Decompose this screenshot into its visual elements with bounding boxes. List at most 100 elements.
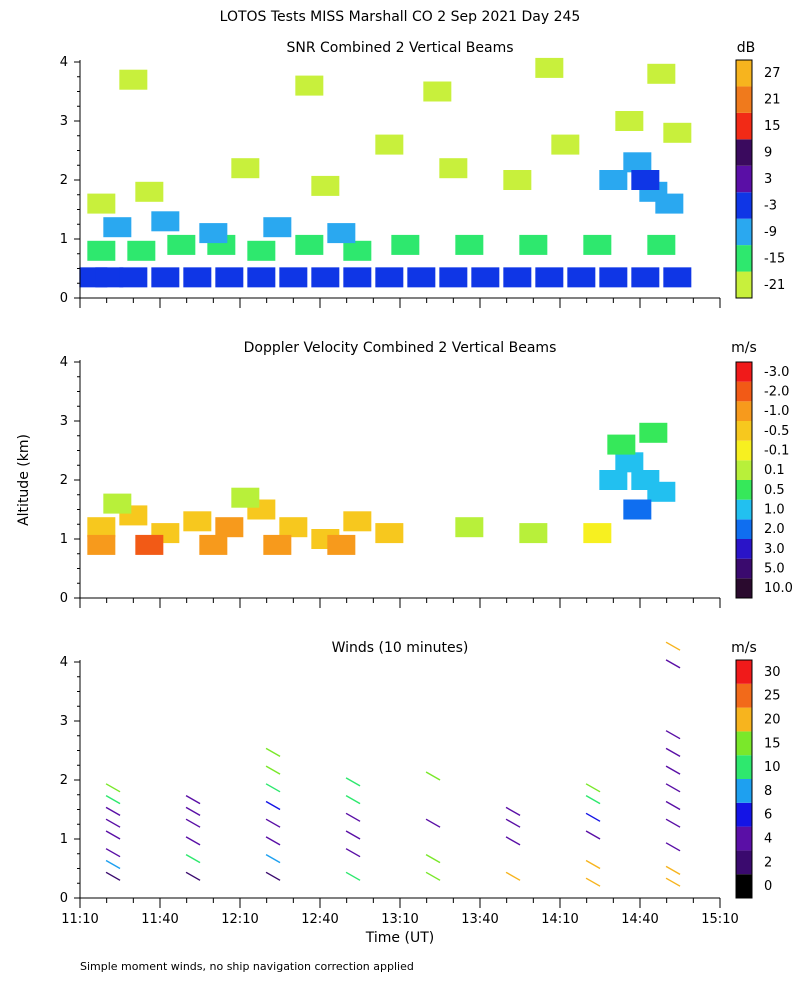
wind-barb bbox=[345, 794, 361, 805]
x-tick-label: 13:40 bbox=[461, 912, 498, 927]
data-cell bbox=[215, 267, 244, 288]
doppler-colorbar-unit: m/s bbox=[731, 340, 757, 356]
colorbar-label: 8 bbox=[764, 784, 772, 799]
y-tick-label: 2 bbox=[60, 773, 68, 788]
wind-barb bbox=[345, 812, 361, 822]
wind-barb bbox=[585, 830, 601, 840]
figure-title: LOTOS Tests MISS Marshall CO 2 Sep 2021 … bbox=[220, 9, 581, 25]
data-cell bbox=[647, 63, 676, 84]
colorbar-swatch bbox=[736, 707, 752, 732]
data-cell bbox=[455, 517, 484, 538]
data-cell bbox=[311, 267, 340, 288]
colorbar-swatch bbox=[736, 779, 752, 803]
x-tick-label: 11:40 bbox=[141, 912, 178, 927]
snr-axes: 0 1 2 3 4 bbox=[60, 55, 721, 308]
data-cell bbox=[599, 170, 628, 190]
wind-barb bbox=[665, 747, 681, 758]
x-tick-label: 12:40 bbox=[301, 912, 338, 927]
data-cell bbox=[551, 134, 580, 155]
footnote: Simple moment winds, no ship navigation … bbox=[80, 960, 414, 973]
snr-title: SNR Combined 2 Vertical Beams bbox=[286, 40, 513, 56]
data-cell bbox=[263, 534, 292, 555]
colorbar-label: 25 bbox=[764, 689, 781, 704]
colorbar-label: 1.0 bbox=[764, 503, 785, 518]
data-cell bbox=[583, 523, 612, 544]
colorbar-swatch bbox=[736, 381, 752, 402]
wind-barb bbox=[505, 836, 521, 846]
colorbar-swatch bbox=[736, 480, 752, 500]
colorbar-swatch bbox=[736, 558, 752, 579]
colorbar-swatch bbox=[736, 271, 752, 298]
wind-barb bbox=[665, 783, 681, 793]
data-cell bbox=[583, 234, 612, 255]
colorbar-label: 0.1 bbox=[764, 463, 785, 478]
data-cell bbox=[263, 217, 292, 238]
colorbar-swatch bbox=[736, 139, 752, 166]
data-cell bbox=[455, 234, 484, 255]
colorbar-swatch bbox=[736, 165, 752, 193]
wind-barb bbox=[105, 859, 121, 870]
time-axis-ticks: 11:10 11:40 12:10 12:40 13:10 13:40 14:10 14:40… bbox=[61, 912, 738, 927]
wind-barb bbox=[105, 818, 121, 828]
data-cell bbox=[343, 511, 372, 532]
colorbar-swatch bbox=[736, 112, 752, 140]
data-cell bbox=[231, 487, 260, 508]
wind-barb bbox=[585, 783, 601, 793]
data-cell bbox=[647, 481, 676, 502]
data-cell bbox=[599, 267, 628, 288]
data-cell bbox=[599, 470, 628, 490]
colorbar-swatch bbox=[736, 421, 752, 441]
colorbar-swatch bbox=[736, 499, 752, 520]
wind-barb bbox=[265, 871, 281, 881]
data-cell bbox=[655, 193, 684, 214]
wind-barb bbox=[105, 783, 121, 793]
x-tick-label: 13:10 bbox=[381, 912, 418, 927]
x-axis-label: Time (UT) bbox=[365, 930, 434, 946]
wind-barb bbox=[345, 871, 361, 881]
wind-barb bbox=[665, 842, 681, 852]
data-cell bbox=[503, 267, 532, 288]
data-cell bbox=[615, 111, 644, 131]
wind-barb bbox=[185, 853, 201, 864]
data-cell bbox=[439, 267, 468, 288]
y-tick-label: 0 bbox=[60, 891, 68, 906]
x-tick-label: 15:10 bbox=[701, 912, 738, 927]
snr-colorbar: -21 -15 -9 -3 3 9 15 21 27 bbox=[735, 59, 785, 299]
data-cell bbox=[663, 267, 692, 288]
wind-barb bbox=[665, 877, 681, 887]
y-axis-label: Altitude (km) bbox=[16, 434, 32, 526]
y-tick-label: 1 bbox=[60, 232, 68, 247]
colorbar-swatch bbox=[736, 802, 752, 827]
x-tick-label: 12:10 bbox=[221, 912, 258, 927]
y-tick-label: 0 bbox=[60, 291, 68, 306]
data-cell bbox=[631, 170, 660, 190]
doppler-panel: Doppler Velocity Combined 2 Vertical Bea… bbox=[16, 340, 793, 608]
doppler-colorbar: 10.0 5.0 3.0 2.0 1.0 0.5 0.1 -0.1 -0.5 -1.0 -2.0 -3… bbox=[735, 361, 793, 599]
winds-data bbox=[105, 641, 681, 887]
colorbar-swatch bbox=[736, 826, 752, 851]
colorbar-swatch bbox=[736, 86, 752, 113]
colorbar-label: 21 bbox=[764, 93, 781, 108]
data-cell bbox=[407, 267, 436, 288]
wind-barb bbox=[185, 806, 201, 817]
data-cell bbox=[439, 158, 468, 179]
data-cell bbox=[607, 434, 636, 455]
colorbar-swatch bbox=[736, 850, 752, 875]
wind-barb bbox=[265, 765, 281, 775]
colorbar-label: 4 bbox=[764, 832, 772, 847]
colorbar-frame bbox=[735, 59, 753, 299]
data-cell bbox=[535, 57, 564, 78]
colorbar-swatch bbox=[736, 460, 752, 480]
wind-barb bbox=[265, 818, 281, 828]
x-tick-label: 14:10 bbox=[541, 912, 578, 927]
x-tick-label: 11:10 bbox=[61, 912, 98, 927]
wind-barb bbox=[105, 806, 121, 817]
colorbar-label: -21 bbox=[764, 278, 785, 293]
winds-colorbar: 0 2 4 6 8 10 15 20 25 30 bbox=[735, 659, 781, 899]
y-tick-label: 1 bbox=[60, 532, 68, 547]
data-cell bbox=[375, 523, 404, 544]
data-cell bbox=[535, 267, 564, 288]
colorbar-swatch bbox=[736, 519, 752, 539]
data-cell bbox=[119, 267, 148, 288]
